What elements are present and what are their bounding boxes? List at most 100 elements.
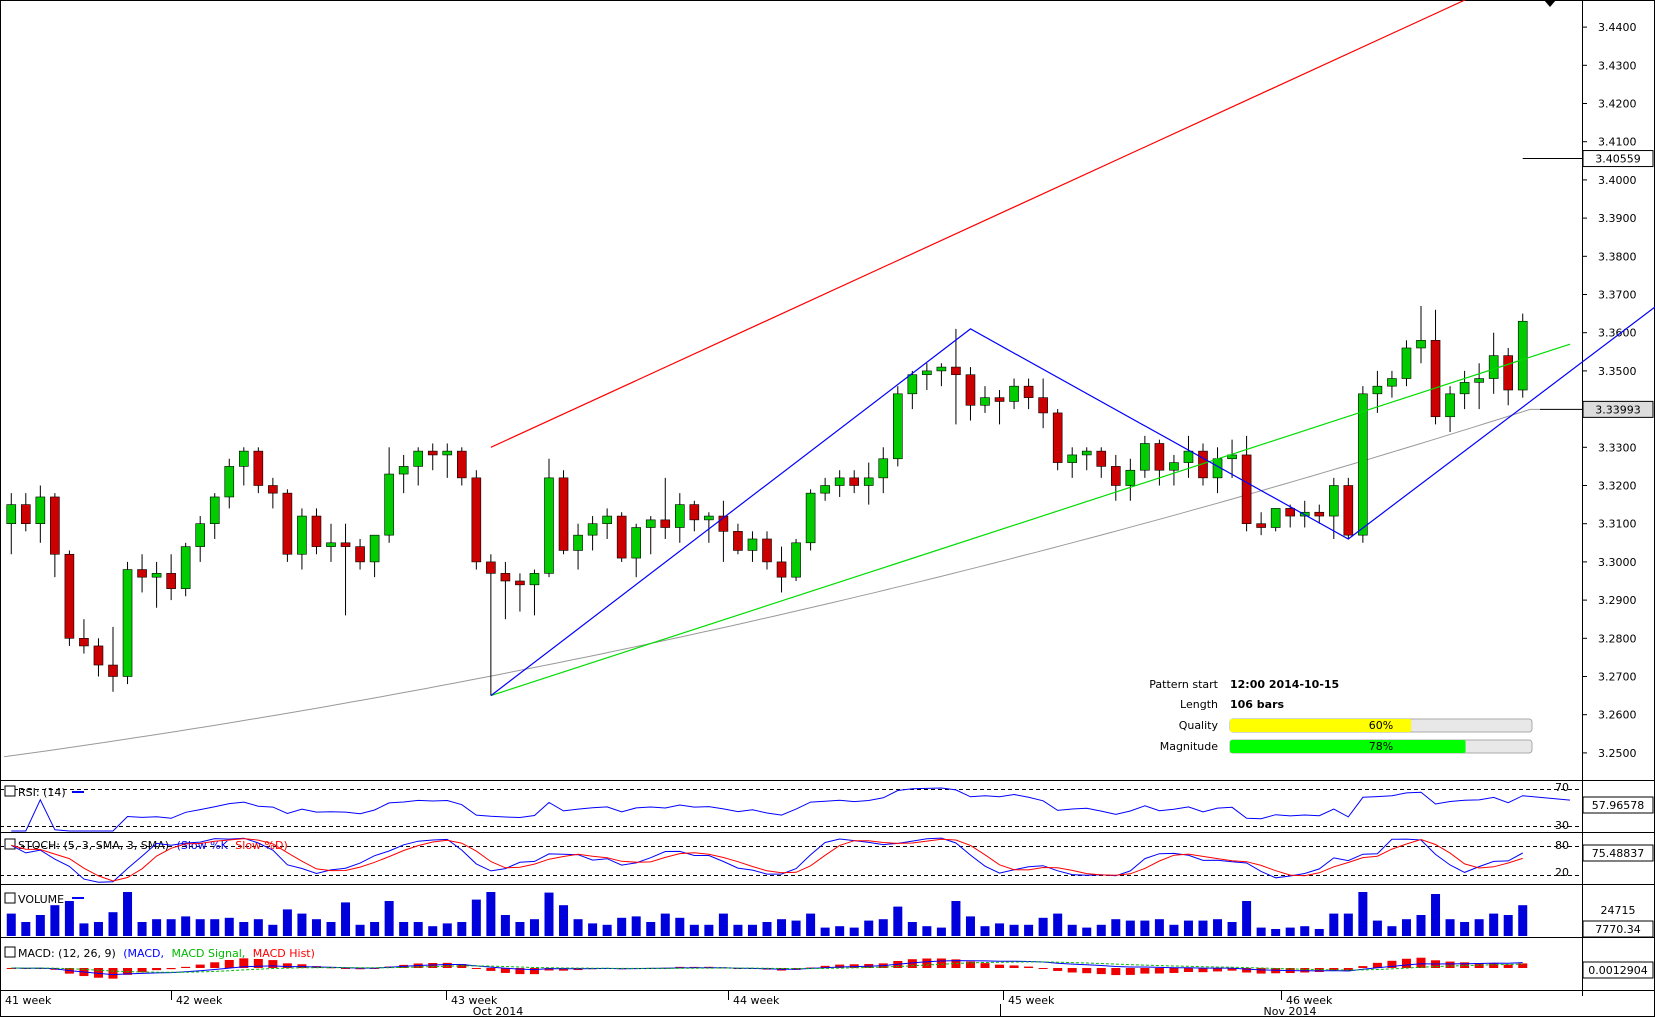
candle-body xyxy=(1285,508,1296,517)
candle-body xyxy=(1009,385,1019,402)
candle-body xyxy=(1314,511,1325,517)
candle xyxy=(573,523,583,570)
stoch-label: STOCH: (5, 3, SMA, 3, SMA) (Slow %K Slow… xyxy=(18,839,288,852)
candle-body xyxy=(820,485,830,494)
macd-hist-bar xyxy=(442,962,452,968)
candle xyxy=(1517,313,1528,398)
candle xyxy=(602,508,612,539)
stoch-collapse-icon[interactable] xyxy=(4,838,16,850)
volume-bar xyxy=(428,926,438,936)
macd-collapse-icon[interactable] xyxy=(4,946,16,958)
macd-hist-bar xyxy=(965,961,975,968)
volume-bar xyxy=(210,919,220,936)
scroll-arrow-icon[interactable] xyxy=(1544,0,1556,7)
volume-bar xyxy=(1125,920,1135,936)
month-label: Nov 2014 xyxy=(1264,1005,1317,1017)
candle-body xyxy=(674,504,685,528)
candle xyxy=(718,500,729,562)
volume-collapse-icon[interactable] xyxy=(4,892,16,904)
candle-body xyxy=(1459,382,1470,395)
candle-body xyxy=(427,450,438,456)
candle xyxy=(689,500,700,532)
price-tick-label: 3.4100 xyxy=(1598,136,1637,149)
candle xyxy=(1387,370,1397,398)
price-tick-label: 3.3800 xyxy=(1598,250,1637,263)
volume-bar xyxy=(573,919,583,936)
candle-body xyxy=(253,450,264,486)
macd-hist-bar xyxy=(166,968,176,970)
candle-body xyxy=(631,527,642,559)
candle-body xyxy=(486,561,496,574)
macd-hist-bar xyxy=(6,968,16,969)
candle-body xyxy=(1358,393,1368,536)
macd-hist-bar xyxy=(195,964,205,968)
volume-bar xyxy=(617,917,627,936)
week-label: 42 week xyxy=(176,994,223,1007)
candle-body xyxy=(645,519,656,528)
candle-body xyxy=(384,473,394,536)
macd-hist-bar xyxy=(529,968,539,975)
macd-hist-bar xyxy=(1387,960,1397,968)
candle xyxy=(500,561,511,620)
macd-value: 0.0012904 xyxy=(1588,964,1648,977)
candle-body xyxy=(1488,355,1499,379)
macd-hist-bar xyxy=(1096,968,1106,975)
ma-price-label: 3.33993 xyxy=(1595,403,1641,416)
rsi-collapse-icon[interactable] xyxy=(4,785,16,797)
volume-bar xyxy=(79,923,89,936)
macd-hist-bar xyxy=(1154,968,1164,974)
volume-bar xyxy=(457,922,467,936)
macd-hist-bar xyxy=(1213,968,1223,972)
candle xyxy=(1125,458,1136,501)
volume-bar xyxy=(1329,913,1339,936)
ma-line xyxy=(3,408,1540,758)
candle xyxy=(1270,508,1281,532)
candle-body xyxy=(805,492,816,544)
volume-bar xyxy=(588,923,598,936)
week-label: 46 week xyxy=(1286,994,1333,1007)
volume-bar xyxy=(1271,929,1281,936)
candle xyxy=(674,493,685,543)
volume-bar xyxy=(936,927,946,936)
candle xyxy=(398,454,409,494)
pattern-start-value: 12:00 2014-10-15 xyxy=(1230,678,1339,691)
macd-hist-bar xyxy=(907,959,917,968)
volume-bar xyxy=(980,926,990,936)
candle xyxy=(1241,435,1252,532)
candle-body xyxy=(282,492,293,555)
resistance-line xyxy=(490,0,1466,448)
price-tick-label: 3.2500 xyxy=(1598,747,1637,760)
volume-bar xyxy=(123,892,133,936)
candle xyxy=(907,370,918,410)
candle xyxy=(224,458,235,509)
volume-bar xyxy=(820,927,830,936)
candle-body xyxy=(1328,485,1339,517)
quality-label: Quality xyxy=(1179,719,1219,732)
volume-bar xyxy=(1503,915,1513,936)
stoch-label-prefix: STOCH: (5, 3, SMA, 3, SMA) xyxy=(18,839,169,852)
candle-body xyxy=(268,485,278,494)
volume-bar xyxy=(675,917,685,936)
macd-hist-bar xyxy=(1358,966,1368,968)
volume-bar xyxy=(849,927,859,936)
candle-body xyxy=(573,534,583,551)
candle-body xyxy=(297,515,307,555)
candle-body xyxy=(849,477,860,486)
pattern-info-box: Pattern start 12:00 2014-10-15 Length 10… xyxy=(1149,678,1533,754)
volume-bar xyxy=(762,922,772,936)
candle xyxy=(980,386,990,413)
macd-hist-bar xyxy=(1140,968,1150,974)
candle-body xyxy=(209,496,220,524)
macd-hist-bar xyxy=(1401,958,1411,968)
volume-bar xyxy=(50,905,60,936)
stoch-level-80-label: 80 xyxy=(1555,839,1569,852)
candle-body xyxy=(93,645,104,666)
current-price-box xyxy=(1582,150,1654,168)
volume-bar xyxy=(878,919,888,936)
macd-hist-bar xyxy=(980,963,990,968)
volume-bar xyxy=(1038,917,1048,936)
candle-body xyxy=(587,523,598,536)
price-tick-label: 3.3600 xyxy=(1598,327,1637,340)
candle-body xyxy=(1140,443,1150,471)
rsi-label: RSI: (14) xyxy=(18,786,66,799)
